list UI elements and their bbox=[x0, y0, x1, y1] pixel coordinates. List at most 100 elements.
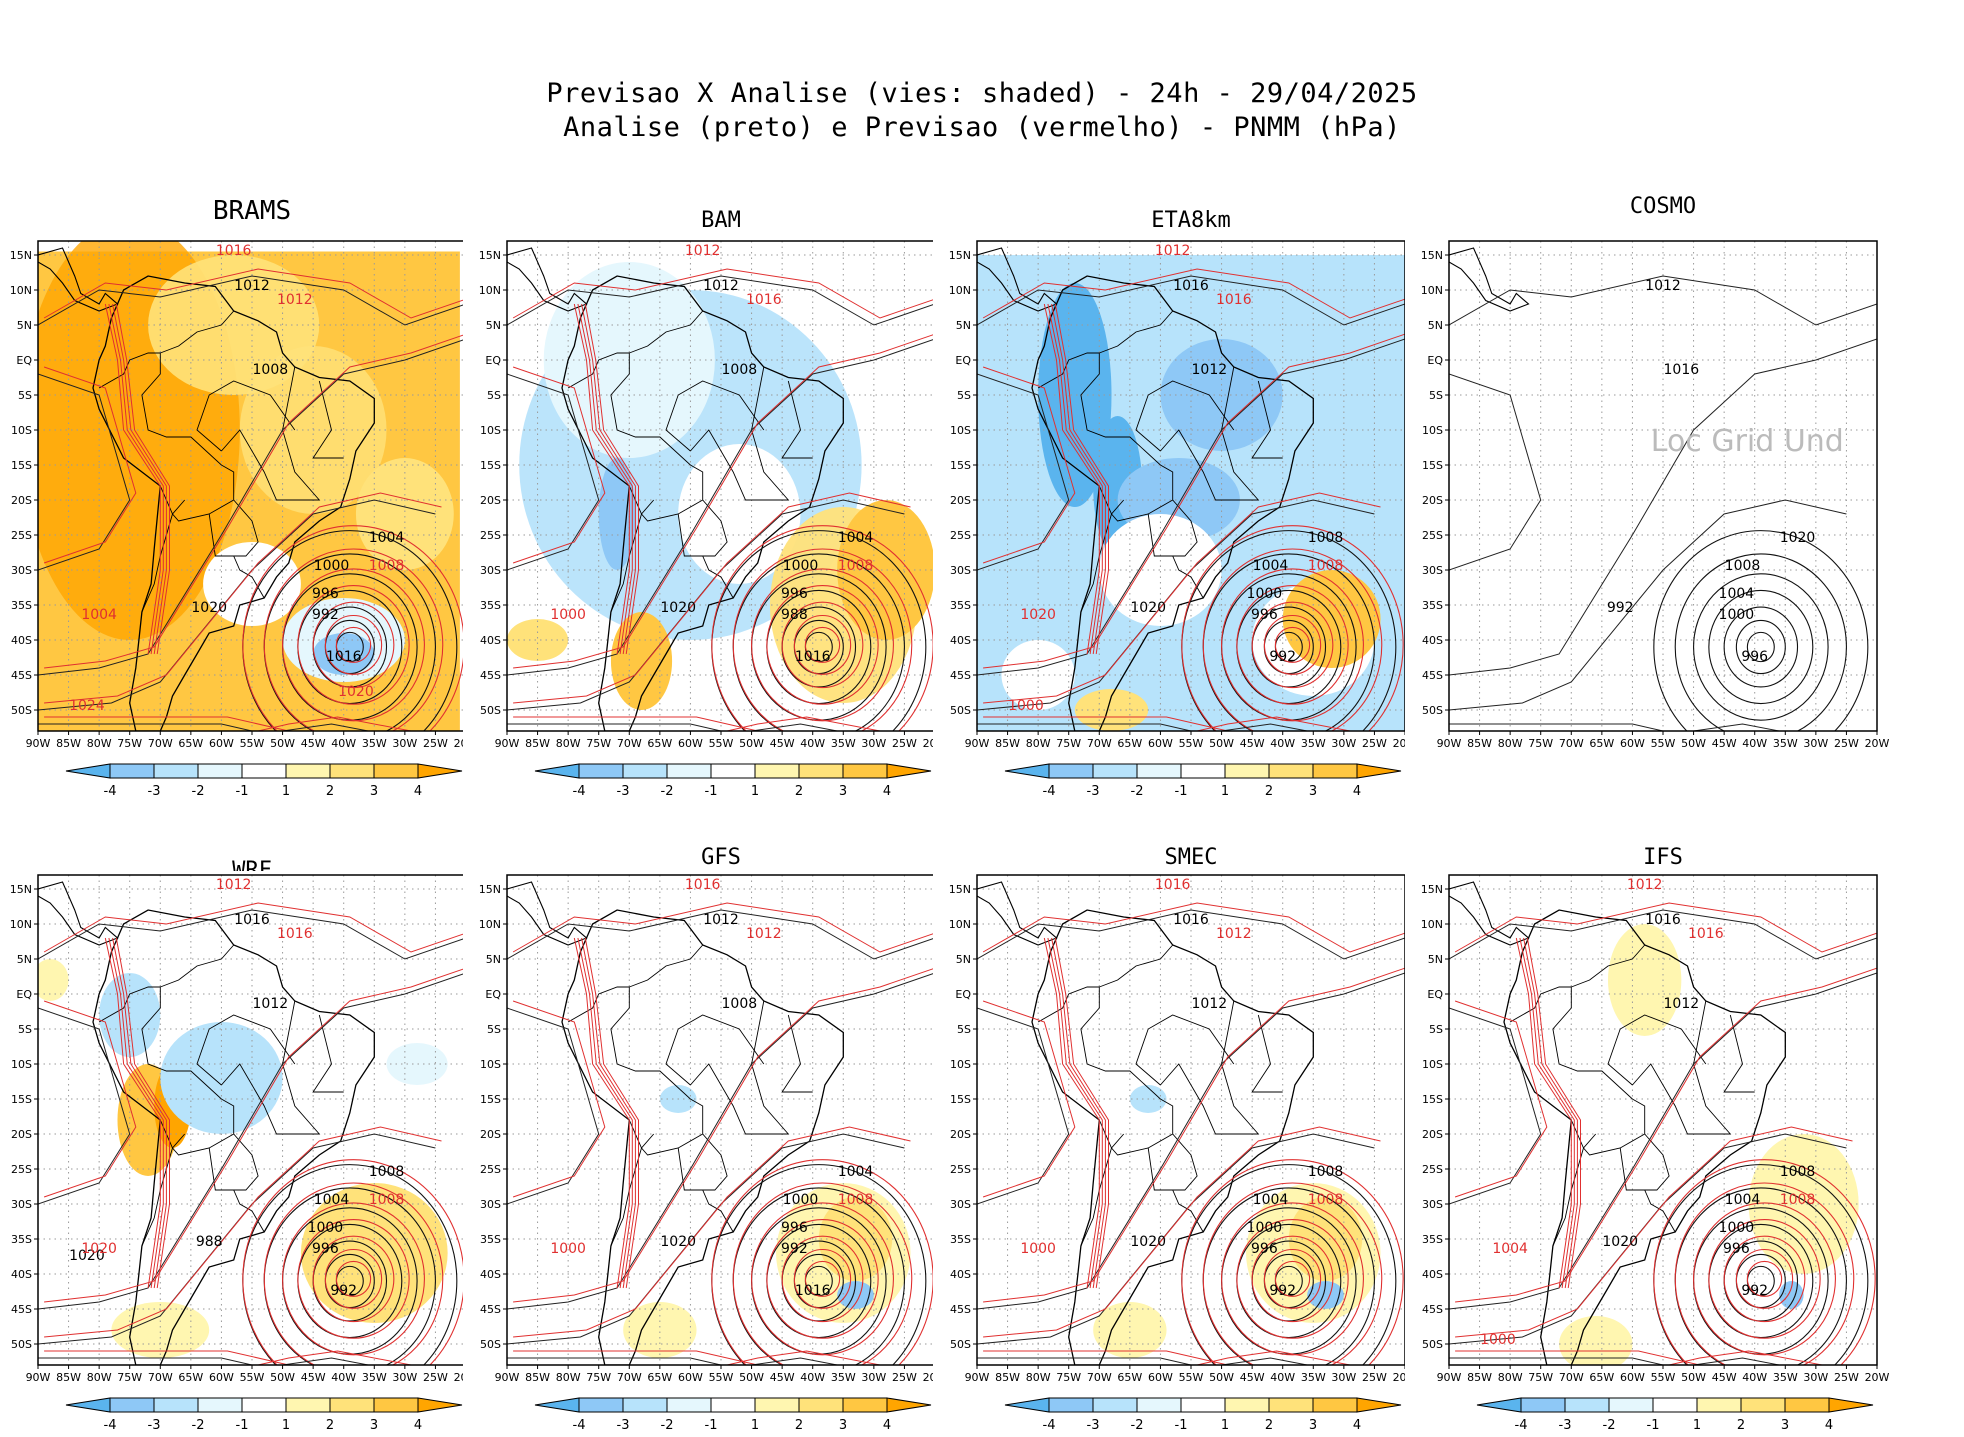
colorbar-tick: 3 bbox=[1309, 784, 1317, 799]
lat-tick-label: EQ bbox=[955, 988, 971, 1001]
lon-tick-label: 60W bbox=[1620, 737, 1645, 750]
colorbar-wrf: -4 -3 -2 -1 1 2 3 4 bbox=[65, 1397, 463, 1433]
lat-tick-label: 20S bbox=[11, 1128, 32, 1141]
colorbar-tick: -1 bbox=[236, 784, 249, 799]
lat-tick-label: 25S bbox=[11, 1163, 32, 1176]
lon-tick-label: 40W bbox=[1270, 1371, 1295, 1384]
colorbar-tick: 3 bbox=[370, 1418, 378, 1433]
colorbar-tick: 3 bbox=[1781, 1418, 1789, 1433]
lon-tick-label: 45W bbox=[770, 1371, 795, 1384]
colorbar-tick: -2 bbox=[661, 784, 674, 799]
colorbar-tick: 4 bbox=[1353, 784, 1361, 799]
lon-tick-label: 75W bbox=[117, 1371, 142, 1384]
lat-tick-label: 5S bbox=[957, 1023, 971, 1036]
lat-tick-label: 5N bbox=[956, 953, 971, 966]
lon-tick-label: 50W bbox=[270, 737, 295, 750]
isobar-label-black: 996 bbox=[312, 1241, 339, 1257]
lat-tick-label: 30S bbox=[11, 564, 32, 577]
lat-tick-label: 5N bbox=[1428, 319, 1443, 332]
lat-tick-label: 5S bbox=[1429, 1023, 1443, 1036]
isobar-label-black: 1016 bbox=[1173, 278, 1209, 294]
lon-tick-label: 75W bbox=[117, 737, 142, 750]
isobar-label-black: 1016 bbox=[234, 912, 270, 928]
lat-tick-label: 45S bbox=[1422, 1303, 1443, 1316]
panel-title-bam: BAM bbox=[701, 208, 741, 233]
lat-tick-label: 15N bbox=[949, 883, 971, 896]
isobar-label-black: 992 bbox=[312, 607, 339, 623]
panel-title-brams: BRAMS bbox=[212, 196, 292, 226]
lat-tick-label: 10S bbox=[950, 424, 971, 437]
lon-tick-label: 30W bbox=[1803, 737, 1828, 750]
colorbar-tick: -1 bbox=[705, 784, 718, 799]
lon-tick-label: 75W bbox=[1528, 1371, 1553, 1384]
isobar-label-red: 1004 bbox=[1492, 1241, 1528, 1257]
lon-tick-label: 75W bbox=[1528, 737, 1553, 750]
lat-tick-label: 15N bbox=[949, 249, 971, 262]
colorbar-tick: 2 bbox=[1265, 784, 1273, 799]
colorbar-tick: 4 bbox=[1353, 1418, 1361, 1433]
colorbar-tick: -3 bbox=[1087, 784, 1100, 799]
lon-tick-label: 80W bbox=[1498, 737, 1523, 750]
lon-tick-label: 90W bbox=[965, 1371, 990, 1384]
lon-tick-label: 25W bbox=[1834, 737, 1859, 750]
colorbar-tick: -4 bbox=[1043, 1418, 1056, 1433]
isobar-label-black: 996 bbox=[781, 1220, 808, 1236]
isobar-label-black: 1016 bbox=[326, 649, 362, 665]
lat-tick-label: 50S bbox=[11, 1338, 32, 1351]
lat-tick-label: 10S bbox=[480, 424, 501, 437]
lat-tick-label: 50S bbox=[480, 704, 501, 717]
lat-tick-label: 35S bbox=[1422, 1233, 1443, 1246]
map-eta8km: 1016 1012 1008 1004 1000 996 992 1020 1012 1016 10… bbox=[933, 237, 1421, 767]
lon-tick-label: 35W bbox=[1301, 737, 1326, 750]
lon-tick-label: 85W bbox=[995, 737, 1020, 750]
isobar-label-red: 1000 bbox=[550, 607, 586, 623]
lat-tick-label: 15N bbox=[10, 249, 32, 262]
isobar-label-black: 1008 bbox=[722, 362, 758, 378]
isobar-label-black: 1012 bbox=[253, 996, 289, 1012]
isobar-label-red: 1016 bbox=[1216, 292, 1252, 308]
lat-tick-label: 15N bbox=[479, 249, 501, 262]
lat-tick-label: 30S bbox=[11, 1198, 32, 1211]
lat-tick-label: 40S bbox=[1422, 1268, 1443, 1281]
lon-tick-label: 90W bbox=[26, 737, 51, 750]
lon-tick-label: 20W bbox=[1865, 737, 1890, 750]
lat-tick-label: 10S bbox=[950, 1058, 971, 1071]
isobar-label-black: 1012 bbox=[703, 278, 739, 294]
isobar-label-black: 1016 bbox=[795, 649, 831, 665]
isobar-label-red: 1012 bbox=[1627, 877, 1663, 893]
lon-tick-label: 45W bbox=[770, 737, 795, 750]
panel-title-ifs: IFS bbox=[1643, 845, 1683, 870]
colorbar-smec: -4 -3 -2 -1 1 2 3 4 bbox=[1004, 1397, 1402, 1433]
lat-tick-label: 10N bbox=[949, 918, 971, 931]
isobar-label-black: 1012 bbox=[234, 278, 270, 294]
isobar-label-black: 1008 bbox=[1308, 1164, 1344, 1180]
isobar-label-red: 1008 bbox=[1308, 558, 1344, 574]
isobar-label-black: 1020 bbox=[191, 600, 227, 616]
lon-tick-label: 85W bbox=[995, 1371, 1020, 1384]
lat-tick-label: 30S bbox=[1422, 564, 1443, 577]
lon-tick-label: 80W bbox=[1026, 737, 1051, 750]
map-gfs: 1012 1008 1004 1000 996 992 1016 1020 1016 1012 10… bbox=[463, 871, 951, 1401]
lon-tick-label: 45W bbox=[301, 1371, 326, 1384]
panel-title-eta8km: ETA8km bbox=[1151, 208, 1231, 233]
isobar-label-red: 1020 bbox=[81, 1241, 117, 1257]
isobar-label-black: 996 bbox=[781, 586, 808, 602]
lat-tick-label: 35S bbox=[480, 599, 501, 612]
lon-tick-label: 90W bbox=[965, 737, 990, 750]
lat-tick-label: 30S bbox=[950, 564, 971, 577]
lat-tick-label: 10N bbox=[1421, 918, 1443, 931]
isobar-label-black: 1000 bbox=[783, 1192, 819, 1208]
isobar-label-red: 1012 bbox=[216, 877, 252, 893]
lon-tick-label: 90W bbox=[1437, 737, 1462, 750]
lat-tick-label: 40S bbox=[950, 634, 971, 647]
lat-tick-label: 15S bbox=[480, 1093, 501, 1106]
lat-tick-label: 50S bbox=[1422, 1338, 1443, 1351]
lon-tick-label: 60W bbox=[209, 1371, 234, 1384]
lon-tick-label: 70W bbox=[617, 737, 642, 750]
isobar-label-black: 988 bbox=[781, 607, 808, 623]
lat-tick-label: 5N bbox=[486, 953, 501, 966]
colorbar-tick: 1 bbox=[751, 784, 759, 799]
lat-tick-label: 20S bbox=[950, 494, 971, 507]
lat-tick-label: 15S bbox=[480, 459, 501, 472]
lon-tick-label: 85W bbox=[56, 1371, 81, 1384]
